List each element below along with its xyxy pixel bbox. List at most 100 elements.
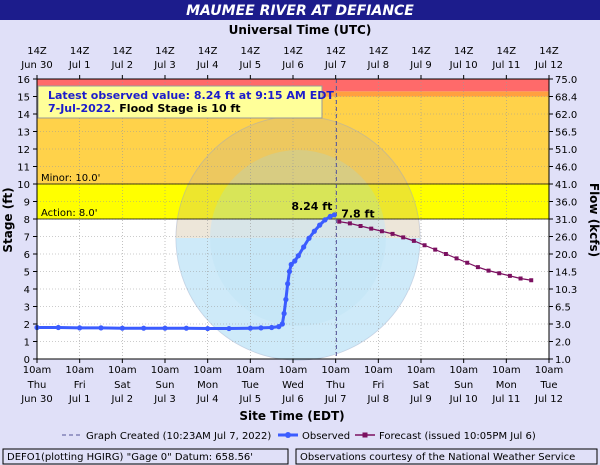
stage-tick-label: 16 [17, 75, 30, 86]
day-tick-label: Fri [74, 380, 86, 391]
y-axis-title: Stage (ft) [1, 187, 15, 252]
date-tick-label: Jul 10 [449, 394, 478, 405]
forecast-value-label: 7.8 ft [341, 208, 374, 221]
threshold-label: Minor: 10.0' [41, 173, 100, 184]
observed-point [285, 281, 291, 287]
courtesy-box [295, 448, 598, 465]
flow-tick-label: 6.5 [555, 303, 571, 314]
utc-date-label: Jul 7 [324, 60, 347, 71]
legend-created-label: Graph Created (10:23AM Jul 7, 2022) [86, 431, 271, 442]
legend-forecast-marker [362, 432, 368, 438]
date-tick-label: Jul 4 [196, 394, 219, 405]
stage-tick-label: 1 [24, 338, 30, 349]
day-tick-label: Fri [372, 380, 384, 391]
date-tick-label: Jul 1 [68, 394, 91, 405]
time-tick-label: 10am [236, 365, 265, 376]
flow-tick-label: 10.3 [555, 285, 577, 296]
utc-time-label: 14Z [283, 46, 303, 57]
observed-point [292, 258, 298, 264]
observed-point [269, 324, 275, 331]
stage-tick-label: 15 [17, 93, 30, 104]
flow-axis-ticks: 1.0 2.0 3.0 6.5 10.3 14.5 20.0 26.0 31.0 36.0 41.0… [549, 75, 577, 366]
utc-date-label: Jul 10 [449, 60, 478, 71]
utc-time-label: 14Z [241, 46, 261, 57]
stage-tick-label: 10 [17, 180, 30, 191]
flow-tick-label: 62.0 [555, 110, 577, 121]
stage-tick-label: 13 [17, 128, 30, 139]
day-tick-label: Sun [454, 380, 473, 391]
time-tick-label: 10am [151, 365, 180, 376]
stage-tick-label: 8 [24, 215, 30, 226]
utc-date-label: Jul 8 [367, 60, 390, 71]
value-annotations: 8.24 ft 7.8 ft [291, 200, 374, 221]
date-tick-label: Jul 5 [239, 394, 262, 405]
forecast-point [518, 276, 523, 281]
flow-tick-label: 68.4 [555, 93, 577, 104]
forecast-point [486, 268, 491, 273]
stage-tick-label: 11 [17, 163, 30, 174]
day-tick-label: Wed [282, 380, 304, 391]
day-tick-label: Thu [325, 380, 345, 391]
flow-tick-label: 31.0 [555, 215, 577, 226]
utc-time-label: 14Z [70, 46, 90, 57]
observed-point [286, 268, 293, 275]
utc-time-label: 14Z [539, 46, 559, 57]
day-tick-label: Mon [197, 380, 218, 391]
stage-tick-label: 6 [24, 250, 30, 261]
observed-point [162, 325, 168, 331]
stage-tick-label: 14 [17, 110, 30, 121]
forecast-point [529, 278, 534, 283]
observed-point [306, 235, 312, 241]
forecast-point [347, 221, 352, 226]
legend: Graph Created (10:23AM Jul 7, 2022) Obse… [62, 431, 536, 442]
observed-point [311, 228, 317, 234]
stage-tick-label: 5 [24, 268, 30, 279]
top-axis-title: Universal Time (UTC) [229, 23, 372, 37]
utc-date-label: Jul 11 [491, 60, 520, 71]
forecast-point [369, 226, 374, 231]
utc-time-label: 14Z [411, 46, 431, 57]
flow-tick-label: 51.0 [555, 145, 577, 156]
utc-time-label: 14Z [113, 46, 133, 57]
observed-point [55, 324, 61, 331]
utc-date-label: Jul 12 [534, 60, 563, 71]
flow-tick-label: 1.0 [555, 355, 571, 366]
observed-point [327, 213, 333, 219]
stage-tick-label: 4 [24, 285, 30, 296]
time-tick-label: 10am [364, 365, 393, 376]
legend-observed-marker [285, 432, 291, 438]
utc-date-label: Jun 30 [20, 60, 53, 71]
observed-point [226, 325, 232, 332]
time-tick-label: 10am [449, 365, 478, 376]
stage-tick-label: 9 [24, 198, 30, 209]
observed-point [247, 325, 253, 331]
forecast-point [390, 231, 395, 236]
noaa-watermark-logo [175, 115, 421, 361]
infobox-date: 7-Jul-2022. [48, 102, 115, 115]
forecast-point [475, 265, 480, 270]
stage-tick-label: 0 [24, 355, 30, 366]
observed-point [205, 325, 211, 332]
legend-forecast-label: Forecast (issued 10:05PM Jul 6) [379, 431, 536, 442]
time-tick-label: 10am [535, 365, 564, 376]
utc-date-label: Jul 6 [281, 60, 304, 71]
gauge-info-box [2, 448, 289, 465]
observed-point [331, 212, 337, 218]
forecast-series [337, 219, 534, 283]
stage-tick-label: 2 [24, 320, 30, 331]
flow-tick-label: 56.5 [555, 128, 577, 139]
day-tick-label: Mon [496, 380, 517, 391]
forecast-point [443, 252, 448, 256]
flow-tick-label: 41.0 [555, 180, 577, 191]
day-tick-label: Tue [241, 380, 259, 391]
forecast-point [507, 273, 512, 278]
observed-point [183, 325, 189, 331]
day-tick-label: Sat [114, 380, 130, 391]
observed-point [141, 325, 147, 331]
utc-time-label: 14Z [369, 46, 389, 57]
day-tick-label: Tue [539, 380, 557, 391]
title-bar [0, 0, 600, 20]
date-tick-label: Jul 3 [153, 394, 176, 405]
time-tick-label: 10am [279, 365, 308, 376]
